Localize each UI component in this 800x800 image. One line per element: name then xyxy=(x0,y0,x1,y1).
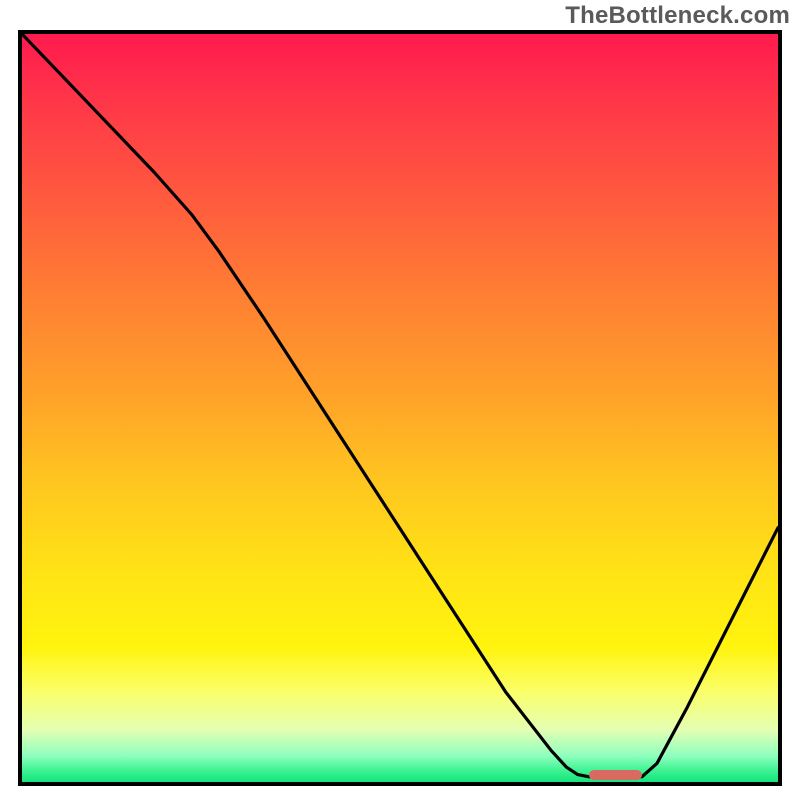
figure-root: TheBottleneck.com xyxy=(0,0,800,800)
bottleneck-curve xyxy=(22,34,778,782)
optimum-marker xyxy=(589,770,642,780)
plot-area xyxy=(18,30,782,786)
watermark-text: TheBottleneck.com xyxy=(565,2,790,30)
